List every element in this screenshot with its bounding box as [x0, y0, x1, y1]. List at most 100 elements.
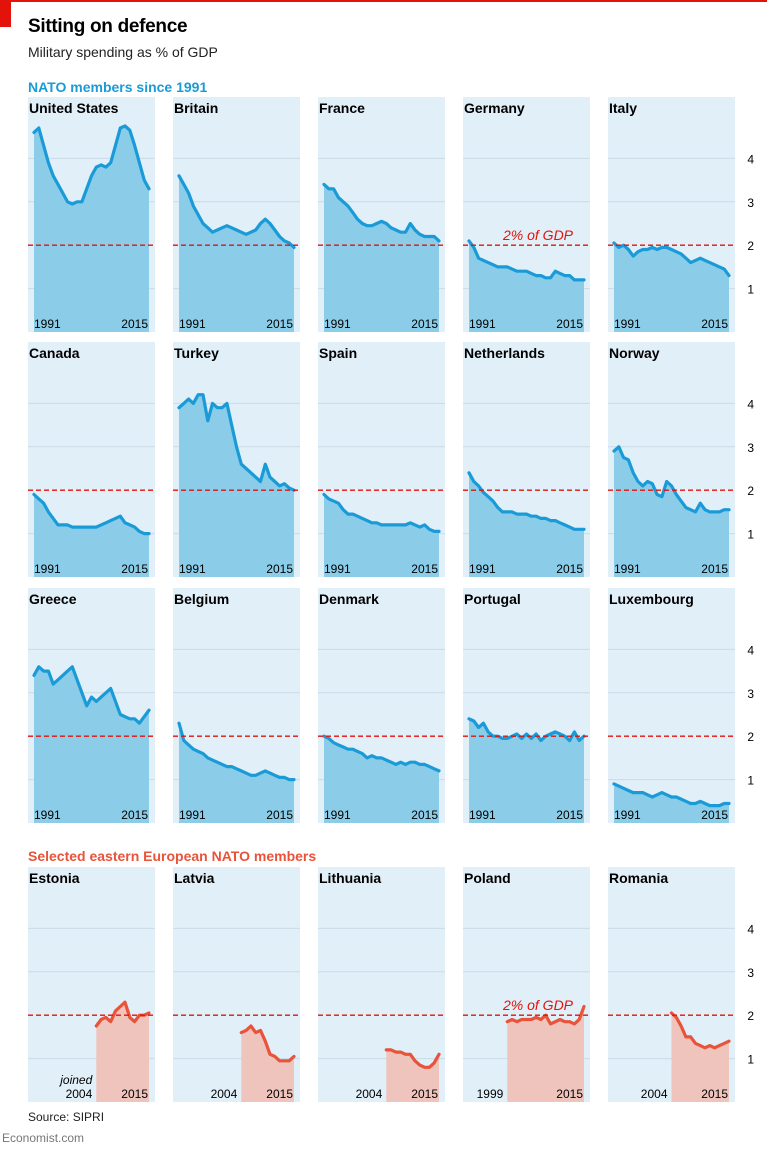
- panel-britain: Britain 1991 2015: [173, 97, 300, 332]
- area-fill-turkey: [179, 394, 294, 577]
- panel-title: Portugal: [464, 591, 521, 607]
- x-tick-label-start: 1991: [179, 562, 206, 576]
- x-tick-label-start: 1991: [179, 808, 206, 822]
- x-tick-label-end: 2015: [266, 317, 293, 331]
- y-tick-label: 3: [747, 441, 754, 455]
- x-tick-label-end: 2015: [266, 808, 293, 822]
- panel-france: France 1991 2015: [318, 97, 445, 332]
- y-tick-label: 4: [747, 922, 754, 936]
- series-line-germany: [467, 239, 586, 282]
- area-fill-lithuania: [386, 1049, 439, 1102]
- series-line-romania: [669, 1011, 731, 1050]
- y-tick-label: 2: [747, 239, 754, 253]
- series-line-britain: [177, 174, 296, 249]
- area-fill-denmark: [324, 736, 439, 823]
- panel-title: United States: [29, 100, 119, 116]
- x-tick-label-start: 1991: [469, 562, 496, 576]
- panel-title: Belgium: [174, 591, 229, 607]
- x-tick-label-end: 2015: [121, 317, 148, 331]
- series-line-portugal: [467, 717, 586, 743]
- panel-title: Poland: [464, 870, 511, 886]
- panel-germany: 2% of GDP Germany 1991 2015: [463, 97, 590, 332]
- x-tick-label-start: 1991: [34, 562, 61, 576]
- x-tick-label-start: 1991: [34, 317, 61, 331]
- area-fill-romania: [671, 1013, 729, 1102]
- area-fill-portugal: [469, 718, 584, 823]
- panel-title: France: [319, 100, 365, 116]
- panel-title: Spain: [319, 345, 357, 361]
- x-tick-label-end: 2015: [121, 562, 148, 576]
- chart-title: Sitting on defence: [28, 16, 188, 37]
- area-fill-estonia: [96, 1002, 149, 1102]
- y-tick-label: 4: [747, 397, 754, 411]
- x-tick-label-end: 2015: [701, 562, 728, 576]
- series-line-latvia: [239, 1024, 296, 1063]
- y-tick-label: 2: [747, 1009, 754, 1023]
- panel-title: Norway: [609, 345, 660, 361]
- x-tick-label-end: 2015: [266, 562, 293, 576]
- x-tick-label-end: 2015: [411, 562, 438, 576]
- x-tick-label-start: 1991: [614, 808, 641, 822]
- x-tick-label-start: 1991: [324, 562, 351, 576]
- x-tick-label-start: 2004: [66, 1087, 93, 1101]
- x-tick-label-start: 2004: [211, 1087, 238, 1101]
- x-tick-label-start: 2004: [356, 1087, 383, 1101]
- x-tick-label-start: 1991: [324, 317, 351, 331]
- area-fill-greece: [34, 666, 149, 823]
- panel-background: [318, 867, 445, 1102]
- y-tick-label: 2: [747, 730, 754, 744]
- target-annotation: 2% of GDP: [502, 227, 574, 243]
- y-tick-label: 1: [747, 774, 754, 788]
- x-tick-label-end: 2015: [701, 808, 728, 822]
- panel-title: Canada: [29, 345, 80, 361]
- x-tick-label-end: 2015: [411, 808, 438, 822]
- area-fill-latvia: [241, 1026, 294, 1102]
- series-line-luxembourg: [612, 782, 731, 808]
- x-tick-label-end: 2015: [121, 808, 148, 822]
- panel-lithuania: Lithuania 2004 2015: [318, 867, 445, 1102]
- y-tick-label: 3: [747, 196, 754, 210]
- y-tick-label: 4: [747, 643, 754, 657]
- panel-title: Italy: [609, 100, 637, 116]
- top-rule: [0, 0, 767, 2]
- panel-title: Lithuania: [319, 870, 381, 886]
- area-fill-norway: [614, 446, 729, 577]
- panel-title: Turkey: [174, 345, 219, 361]
- series-line-canada: [32, 492, 151, 536]
- x-tick-label-start: 1991: [179, 317, 206, 331]
- target-annotation: 2% of GDP: [502, 997, 574, 1013]
- panel-turkey: Turkey 1991 2015: [173, 342, 300, 577]
- series-line-denmark: [322, 734, 441, 773]
- panel-spain: Spain 1991 2015: [318, 342, 445, 577]
- x-tick-label-start: 1991: [34, 808, 61, 822]
- y-tick-label: 2: [747, 484, 754, 498]
- x-tick-label-start: 1991: [469, 317, 496, 331]
- panel-title: Denmark: [319, 591, 379, 607]
- x-tick-label-end: 2015: [121, 1087, 148, 1101]
- x-tick-label-end: 2015: [266, 1087, 293, 1101]
- panel-canada: Canada 1991 2015: [28, 342, 155, 577]
- x-tick-label-end: 2015: [556, 808, 583, 822]
- panel-greece: Greece 1991 2015: [28, 588, 155, 823]
- area-fill-germany: [469, 240, 584, 332]
- panel-belgium: Belgium 1991 2015: [173, 588, 300, 823]
- area-fill-belgium: [179, 723, 294, 823]
- area-fill-italy: [614, 243, 729, 332]
- series-line-italy: [612, 241, 731, 278]
- panel-title: Germany: [464, 100, 525, 116]
- panel-poland: 2% of GDP Poland 1999 2015: [463, 867, 590, 1102]
- panel-italy: Italy 1991 2015 1 2 3 4: [608, 97, 754, 332]
- y-tick-label: 1: [747, 1053, 754, 1067]
- panel-title: Latvia: [174, 870, 215, 886]
- panel-title: Britain: [174, 100, 218, 116]
- y-tick-label: 4: [747, 152, 754, 166]
- panel-portugal: Portugal 1991 2015: [463, 588, 590, 823]
- area-fill-britain: [179, 175, 294, 332]
- area-fill-united-states: [34, 125, 149, 333]
- panel-background: [608, 588, 735, 823]
- section-eastern-heading: Selected eastern European NATO members: [28, 848, 317, 864]
- source-note: Source: SIPRI: [28, 1110, 105, 1124]
- x-tick-label-start: 1991: [614, 562, 641, 576]
- x-tick-label-end: 2015: [701, 1087, 728, 1101]
- section-nato-heading: NATO members since 1991: [28, 79, 208, 95]
